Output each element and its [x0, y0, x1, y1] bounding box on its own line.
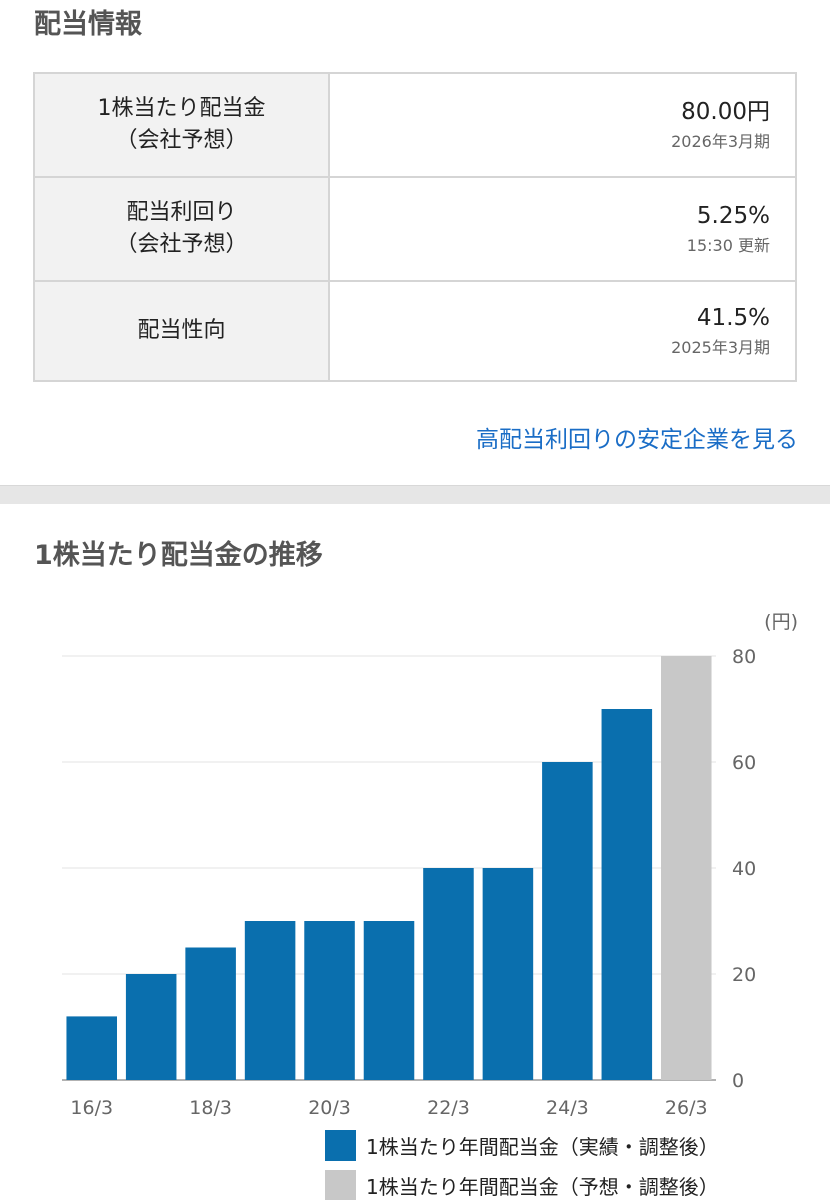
y-tick-label: 20: [732, 964, 756, 986]
table-row: 配当性向 41.5% 2025年3月期: [33, 280, 797, 382]
fiscal-period: 2025年3月期: [671, 338, 770, 357]
section-title-dividend: 配当情報: [34, 9, 142, 40]
row-label-sub: （会社予想）: [115, 232, 248, 257]
y-tick-label: 40: [732, 858, 756, 880]
x-tick-label: 18/3: [189, 1097, 232, 1119]
y-axis-unit-label: (円): [764, 611, 798, 633]
bar-actual: [304, 921, 355, 1080]
legend-swatch-actual: [325, 1130, 356, 1161]
label-cell: 配当性向: [33, 280, 330, 382]
bar-actual: [244, 921, 296, 1080]
legend-label: 1株当たり年間配当金（予想・調整後）: [366, 1175, 719, 1199]
dividend-info-table: 1株当たり配当金 （会社予想） 80.00円 2026年3月期 配当利回り （会…: [33, 72, 797, 382]
legend-swatch-forecast: [325, 1170, 356, 1200]
bar-actual: [185, 947, 236, 1080]
x-tick-label: 22/3: [427, 1097, 470, 1119]
table-row: 配当利回り （会社予想） 5.25% 15:30 更新: [33, 176, 797, 282]
row-label-sub: （会社予想）: [115, 128, 248, 153]
x-tick-label: 20/3: [308, 1097, 351, 1119]
value-cell: 5.25% 15:30 更新: [328, 176, 797, 282]
legend-label: 1株当たり年間配当金（実績・調整後）: [366, 1135, 719, 1159]
label-cell: 配当利回り （会社予想）: [33, 176, 330, 282]
update-time: 15:30 更新: [686, 236, 770, 255]
x-tick-label: 16/3: [70, 1097, 113, 1119]
chart-title: 1株当たり配当金の推移: [34, 540, 323, 571]
row-label: 配当性向: [137, 318, 226, 343]
y-tick-label: 60: [732, 752, 756, 774]
payout-ratio-value: 41.5%: [696, 305, 770, 331]
y-tick-label: 80: [732, 646, 756, 668]
bar-actual: [601, 709, 653, 1080]
row-label: 配当利回り: [126, 200, 237, 225]
dividend-yield-value: 5.25%: [696, 203, 770, 229]
bar-actual: [125, 974, 177, 1080]
label-cell: 1株当たり配当金 （会社予想）: [33, 72, 330, 178]
dividend-per-share-value: 80.00円: [681, 99, 770, 125]
x-tick-label: 26/3: [665, 1097, 708, 1119]
bar-actual: [542, 762, 593, 1080]
x-tick-label: 24/3: [546, 1097, 589, 1119]
bar-actual: [66, 1016, 117, 1080]
bar-forecast: [661, 656, 712, 1080]
value-cell: 80.00円 2026年3月期: [328, 72, 797, 178]
bar-actual: [363, 921, 415, 1080]
value-cell: 41.5% 2025年3月期: [328, 280, 797, 382]
y-tick-label: 0: [732, 1070, 744, 1092]
dividend-bar-chart: (円) 0 20 40 60 80 16/3 18/3 20/3 22/3 24/3 26/3 1…: [62, 611, 798, 1200]
section-divider: [0, 485, 830, 504]
bar-actual: [482, 868, 534, 1080]
fiscal-period: 2026年3月期: [671, 132, 770, 151]
high-yield-companies-link[interactable]: 高配当利回りの安定企業を見る: [476, 427, 798, 453]
table-row: 1株当たり配当金 （会社予想） 80.00円 2026年3月期: [33, 72, 797, 178]
row-label: 1株当たり配当金: [97, 96, 266, 121]
bar-actual: [423, 868, 474, 1080]
